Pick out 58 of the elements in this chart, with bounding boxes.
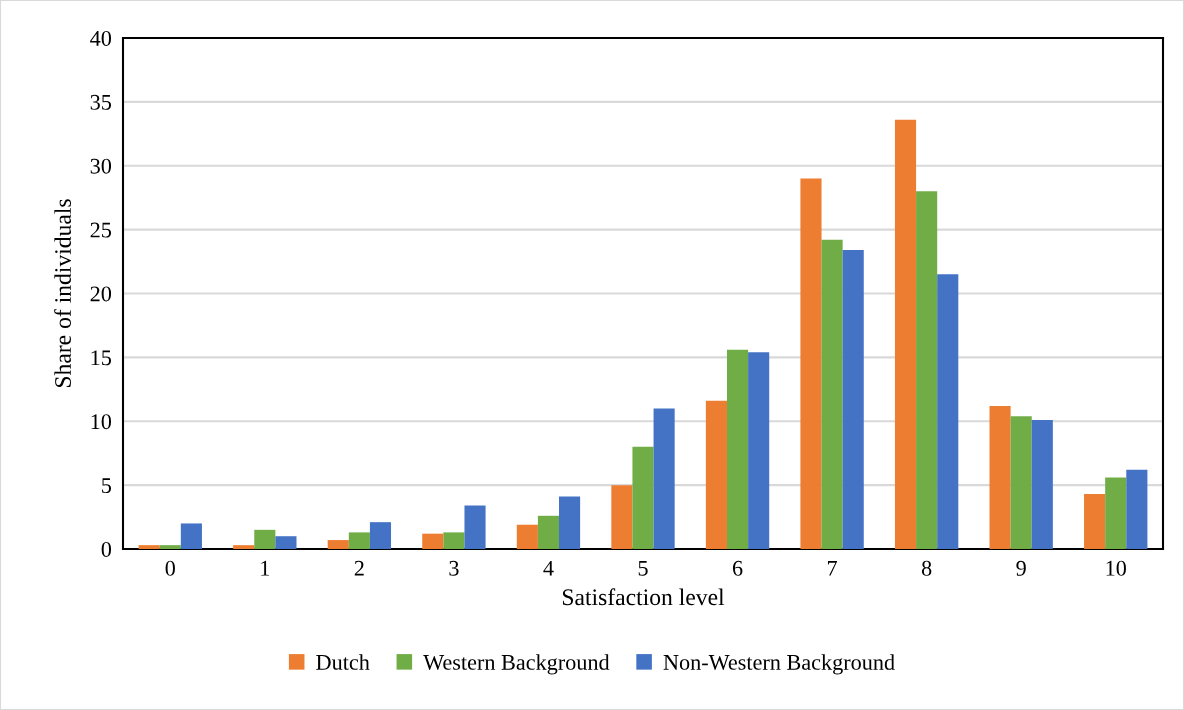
- x-tick-label: 0: [165, 560, 175, 576]
- bar: [705, 400, 727, 549]
- bar: [800, 178, 822, 549]
- bar: [275, 536, 297, 549]
- bar: [327, 540, 349, 549]
- bar: [632, 446, 654, 549]
- x-tick-label: 3: [449, 560, 459, 576]
- bar: [1105, 477, 1127, 549]
- bar: [894, 119, 917, 549]
- bar: [516, 524, 538, 549]
- y-tick-label: 35: [90, 94, 112, 110]
- y-tick-label: 20: [90, 286, 112, 302]
- x-tick-label: 10: [1106, 560, 1126, 576]
- bar: [726, 349, 749, 549]
- bar: [254, 529, 276, 549]
- x-tick-label: 4: [543, 560, 554, 576]
- x-tick-label: 5: [638, 560, 648, 576]
- bar: [821, 239, 843, 549]
- bar: [422, 533, 444, 549]
- bar: [916, 191, 938, 549]
- bar: [989, 405, 1011, 549]
- y-tick-label: 5: [102, 478, 112, 494]
- legend-label: Non-Western Background: [663, 654, 895, 675]
- x-tick-label: 8: [921, 560, 932, 576]
- x-tick-label: 1: [261, 560, 270, 576]
- y-tick-label: 40: [90, 30, 112, 46]
- bar: [1031, 419, 1053, 549]
- bar: [937, 274, 959, 549]
- bar: [159, 545, 181, 549]
- x-tick-label: 6: [732, 560, 743, 576]
- bar: [369, 522, 392, 549]
- y-tick-label: 15: [91, 350, 112, 366]
- bar: [842, 250, 864, 549]
- y-tick-label: 30: [90, 158, 112, 174]
- bar: [348, 532, 370, 549]
- bar: [653, 408, 675, 549]
- y-tick-label: 10: [91, 414, 112, 430]
- y-axis-title: Share of individuals: [54, 199, 71, 388]
- bar: [464, 505, 486, 549]
- x-tick-label: 2: [354, 560, 364, 576]
- bar: [748, 352, 770, 549]
- bar: [537, 515, 560, 549]
- bar: [611, 485, 633, 549]
- x-axis-title: Satisfaction level: [562, 588, 725, 606]
- bar: [1010, 416, 1032, 549]
- bar: [1084, 494, 1106, 549]
- y-tick-label: 25: [90, 222, 112, 238]
- bar: [138, 545, 160, 549]
- x-tick-label: 7: [828, 560, 838, 576]
- bar: [559, 496, 581, 549]
- bar: [1126, 469, 1148, 549]
- legend-label: Western Background: [423, 654, 610, 675]
- bar: [180, 523, 202, 549]
- x-tick-label: 9: [1016, 560, 1026, 576]
- y-tick-label: 0: [101, 541, 112, 557]
- legend-label: Dutch: [316, 654, 370, 670]
- bar: [233, 545, 255, 549]
- bar: [443, 532, 465, 549]
